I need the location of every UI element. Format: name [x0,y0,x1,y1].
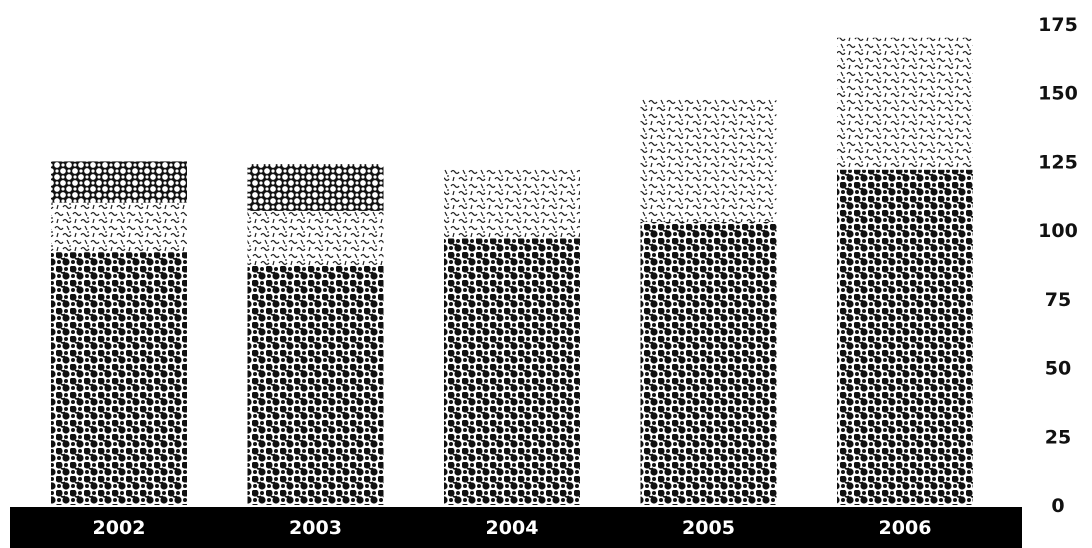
bar-2003-segment-3 [247,164,384,211]
bar-2004-segment-1 [444,238,580,506]
x-tick-label: 2003 [289,517,342,539]
y-tick-label: 125 [1038,151,1078,173]
x-tick-label: 2006 [879,517,932,539]
bar-2003-segment-1 [247,265,384,505]
x-tick-labels: 2002 2003 2004 2005 2006 [93,517,932,539]
y-tick-labels: 0 25 50 75 100 125 150 175 [1038,14,1078,517]
bars-layer [51,37,973,506]
bar-2006-segment-1 [837,169,973,505]
bar-2002-segment-3 [51,161,187,203]
bar-2003-segment-2 [247,210,384,266]
bar-2005-segment-1 [640,221,777,505]
x-tick-label: 2002 [93,517,146,539]
y-tick-label: 150 [1038,83,1078,105]
bar-2004-segment-2 [444,169,580,239]
y-tick-label: 175 [1038,14,1078,36]
x-axis-band [10,507,1022,548]
y-tick-label: 100 [1038,220,1078,242]
bar-2002-segment-2 [51,202,187,253]
x-tick-label: 2004 [486,517,539,539]
y-tick-label: 0 [1051,495,1064,517]
y-tick-label: 25 [1045,426,1071,448]
bar-2005-segment-2 [640,98,777,222]
y-tick-label: 75 [1045,289,1071,311]
y-tick-label: 50 [1045,358,1071,380]
bar-2002-segment-1 [51,252,187,505]
bar-2006-segment-2 [837,37,973,170]
x-tick-label: 2005 [682,517,735,539]
